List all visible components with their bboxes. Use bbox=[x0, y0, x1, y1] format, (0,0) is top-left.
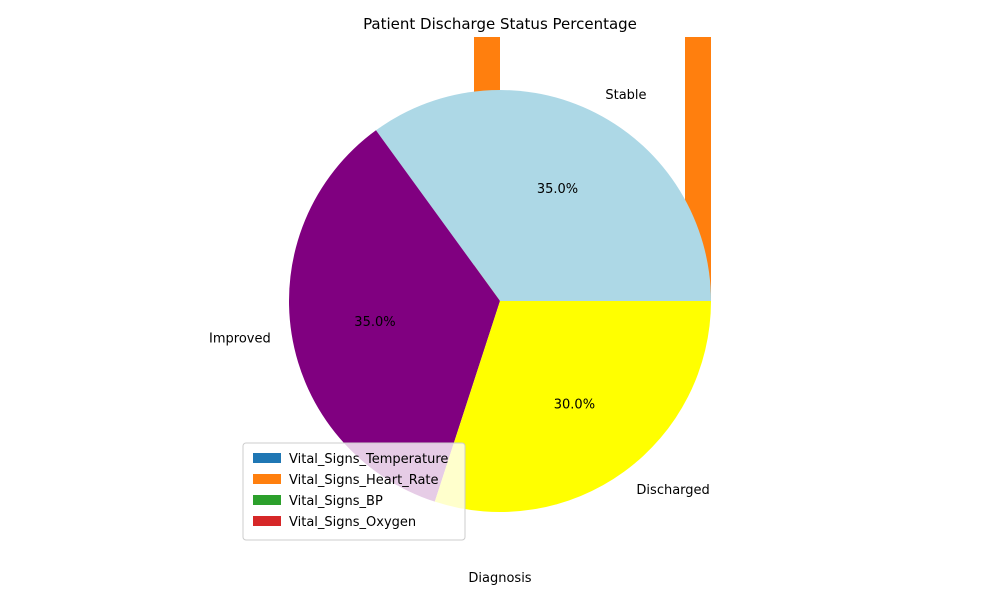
legend-label-vital-signs-heart-rate: Vital_Signs_Heart_Rate bbox=[289, 473, 439, 488]
legend: Vital_Signs_Temperature Vital_Signs_Heart… bbox=[242, 442, 466, 541]
pie-chart: Stable 35.0% Improved 35.0% Discharged 30.0% bbox=[209, 88, 711, 512]
x-axis-label: Diagnosis bbox=[468, 571, 531, 586]
slice-label-stable: Stable bbox=[605, 88, 646, 103]
legend-swatch-vital-signs-bp bbox=[253, 495, 281, 505]
legend-swatch-vital-signs-temperature bbox=[253, 453, 281, 463]
slice-percent-improved: 35.0% bbox=[354, 315, 395, 330]
pie-slice-improved bbox=[289, 130, 500, 502]
legend-box bbox=[242, 442, 466, 541]
legend-swatch-vital-signs-oxygen bbox=[253, 516, 281, 526]
chart-title: Patient Discharge Status Percentage bbox=[363, 15, 637, 33]
slice-percent-stable: 35.0% bbox=[537, 182, 578, 197]
slice-percent-discharged: 30.0% bbox=[554, 397, 595, 412]
legend-swatch-vital-signs-heart-rate bbox=[253, 474, 281, 484]
legend-label-vital-signs-oxygen: Vital_Signs_Oxygen bbox=[289, 515, 416, 530]
slice-label-discharged: Discharged bbox=[636, 483, 709, 498]
legend-label-vital-signs-temperature: Vital_Signs_Temperature bbox=[289, 452, 448, 467]
pie-slice-discharged bbox=[434, 301, 711, 512]
legend-label-vital-signs-bp: Vital_Signs_BP bbox=[289, 494, 383, 509]
slice-label-improved: Improved bbox=[209, 331, 271, 346]
pie-slice-stable bbox=[375, 89, 711, 302]
